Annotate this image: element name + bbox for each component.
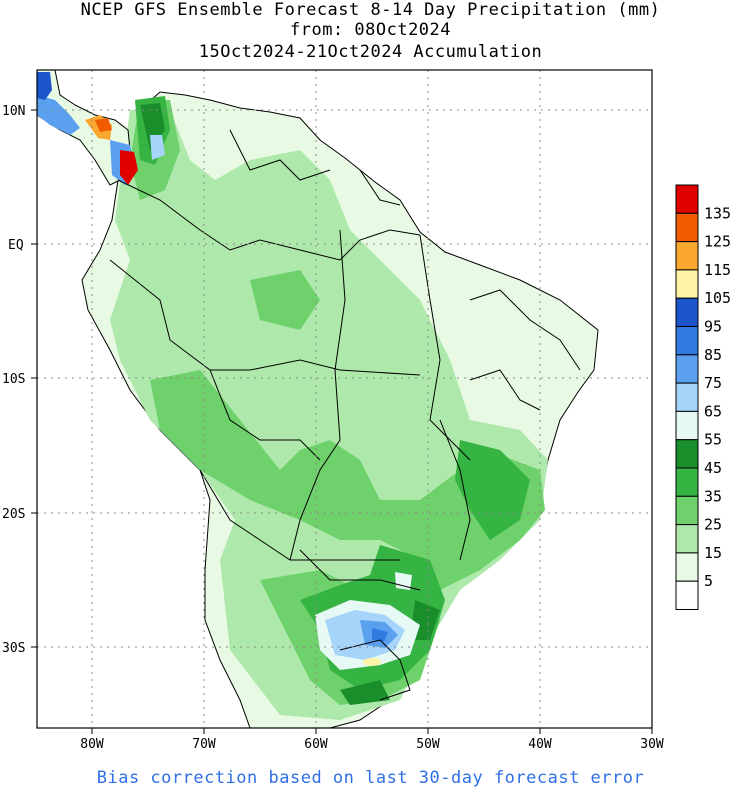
legend-swatch [675, 326, 699, 356]
lon-label-50w: 50W [416, 737, 440, 752]
legend-swatch [675, 552, 699, 582]
precip-pacific-135mm [120, 150, 138, 185]
legend-swatch [675, 580, 699, 611]
chart-title: NCEP GFS Ensemble Forecast 8-14 Day Prec… [80, 0, 661, 20]
gridlines [37, 70, 652, 728]
precip-55mm-spot-north [395, 572, 412, 590]
legend-swatch [675, 467, 699, 497]
precip-105mm-spot [363, 658, 381, 666]
legend-swatch [675, 297, 699, 328]
lon-label-80w: 80W [80, 737, 104, 752]
legend-label: 75 [704, 374, 722, 392]
legend-swatch [675, 212, 699, 243]
plot-frame [36, 69, 653, 729]
lon-label-30w: 30W [640, 737, 664, 752]
country-borders [109, 129, 581, 701]
legend-label: 15 [704, 544, 722, 562]
precip-85mm-area [372, 628, 388, 642]
lat-label-eq: EQ [8, 238, 24, 253]
precip-pacific-95mm [37, 72, 52, 100]
legend-label: 135 [704, 204, 731, 222]
chart-subtitle-from: from: 08Oct2024 [289, 20, 452, 40]
lon-label-40w: 40W [528, 737, 552, 752]
bias-correction-note: Bias correction based on last 30-day for… [96, 768, 645, 788]
legend-label: 105 [704, 289, 731, 307]
legend-swatch [675, 269, 699, 299]
legend-swatch [675, 524, 699, 554]
legend-label: 35 [704, 487, 722, 505]
precip-45mm-areas [140, 103, 440, 705]
legend-label: 95 [704, 318, 722, 336]
legend-swatch [675, 184, 699, 214]
precip-pacific-125mm [95, 118, 112, 132]
legend-swatch [675, 410, 699, 441]
legend-label: 125 [704, 233, 731, 251]
legend-label: 5 [704, 572, 713, 590]
legend-label: 25 [704, 516, 722, 534]
lat-label-10n: 10N [2, 104, 25, 119]
precip-colombia-blue [150, 135, 165, 160]
legend-swatch [675, 495, 699, 526]
chart-subtitle-accumulation: 15Oct2024-21Oct2024 Accumulation [198, 42, 543, 62]
lat-label-30s: 30S [2, 641, 25, 656]
color-legend: 135 125 115 105 95 85 75 65 55 45 35 25 15 5 [675, 184, 731, 611]
legend-swatch [675, 439, 699, 469]
legend-swatch [675, 241, 699, 271]
lat-label-20s: 20S [2, 507, 25, 522]
legend-label: 55 [704, 431, 722, 449]
axis-ticks [31, 109, 653, 734]
legend-label: 85 [704, 346, 722, 364]
legend-swatch [675, 354, 699, 384]
lon-label-70w: 70W [192, 737, 216, 752]
legend-label: 45 [704, 459, 722, 477]
legend-swatch [675, 382, 699, 412]
precip-pacific-65mm [37, 95, 80, 135]
lat-label-10s: 10S [2, 372, 25, 387]
legend-label: 115 [704, 261, 731, 279]
legend-label: 65 [704, 402, 722, 420]
lon-label-60w: 60W [304, 737, 328, 752]
